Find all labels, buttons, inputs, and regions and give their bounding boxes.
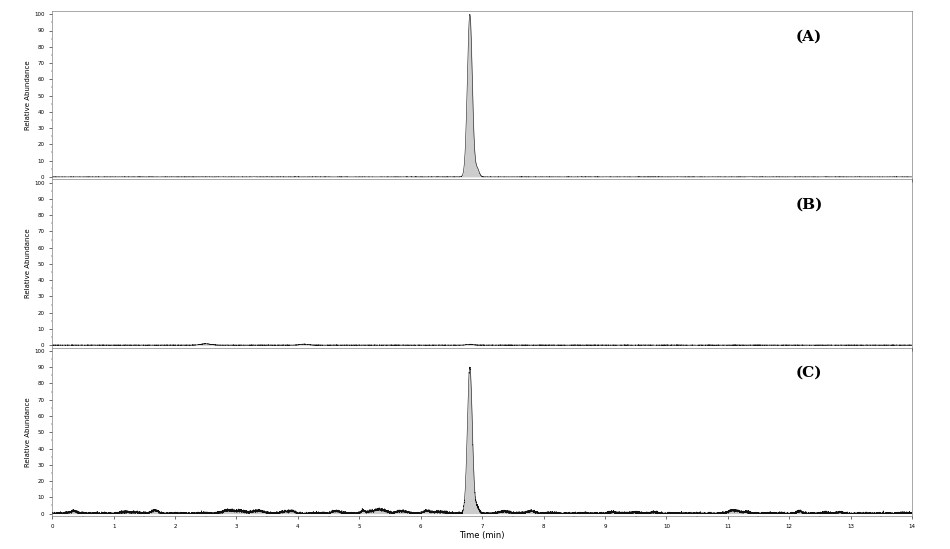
Text: (C): (C) <box>795 366 822 380</box>
X-axis label: Time (min): Time (min) <box>460 531 504 540</box>
Y-axis label: Relative Abundance: Relative Abundance <box>26 60 31 130</box>
Y-axis label: Relative Abundance: Relative Abundance <box>26 397 31 467</box>
Text: (A): (A) <box>796 29 822 43</box>
Text: (B): (B) <box>795 198 823 211</box>
Y-axis label: Relative Abundance: Relative Abundance <box>26 229 31 298</box>
